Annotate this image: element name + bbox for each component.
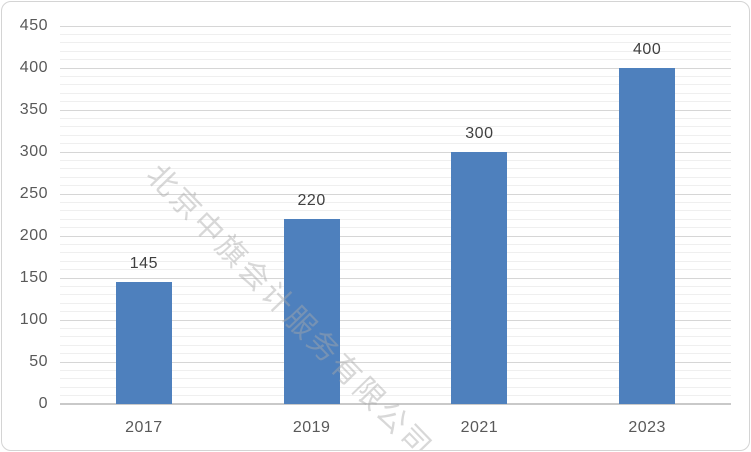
minor-gridline — [60, 134, 731, 136]
minor-gridline — [60, 227, 731, 229]
major-gridline — [60, 67, 731, 69]
y-axis-tick-label: 250 — [19, 185, 48, 202]
x-axis-tick-label: 2021 — [460, 419, 499, 436]
data-label: 220 — [297, 192, 326, 210]
y-axis-tick-label: 0 — [38, 395, 48, 412]
minor-gridline — [60, 117, 731, 119]
minor-gridline — [60, 395, 731, 397]
minor-gridline — [60, 168, 731, 170]
y-axis-tick-label: 150 — [19, 269, 48, 286]
major-gridline — [60, 151, 731, 153]
bar-2023 — [619, 68, 676, 404]
minor-gridline — [60, 285, 731, 287]
minor-gridline — [60, 243, 731, 245]
minor-gridline — [60, 42, 731, 44]
data-label: 300 — [465, 125, 494, 142]
x-axis-tick-label: 2017 — [125, 419, 163, 436]
y-axis-tick-label: 100 — [19, 311, 48, 328]
x-axis-tick-label: 2023 — [628, 419, 666, 436]
minor-gridline — [60, 159, 731, 161]
y-axis-tick-label: 50 — [29, 353, 48, 370]
minor-gridline — [60, 302, 731, 304]
minor-gridline — [60, 327, 731, 329]
minor-gridline — [60, 50, 731, 52]
data-label: 145 — [129, 255, 158, 273]
minor-gridline — [60, 378, 731, 380]
x-axis-line — [60, 403, 731, 405]
minor-gridline — [60, 33, 731, 35]
major-gridline — [60, 25, 731, 27]
minor-gridline — [60, 59, 731, 61]
minor-gridline — [60, 143, 731, 145]
major-gridline — [60, 361, 731, 363]
minor-gridline — [60, 176, 731, 178]
minor-gridline — [60, 84, 731, 86]
x-axis-tick-label: 2019 — [292, 419, 331, 436]
bar-2021 — [451, 152, 508, 404]
minor-gridline — [60, 369, 731, 371]
minor-gridline — [60, 269, 731, 271]
y-axis-tick-label: 300 — [19, 143, 48, 160]
y-axis-tick-label: 200 — [19, 227, 48, 244]
minor-gridline — [60, 311, 731, 313]
major-gridline — [60, 235, 731, 237]
y-axis-tick-label: 350 — [19, 101, 48, 118]
minor-gridline — [60, 126, 731, 128]
data-label: 400 — [633, 41, 662, 58]
major-gridline — [60, 109, 731, 111]
major-gridline — [60, 277, 731, 279]
major-gridline — [60, 193, 731, 195]
minor-gridline — [60, 101, 731, 103]
minor-gridline — [60, 201, 731, 203]
minor-gridline — [60, 252, 731, 254]
minor-gridline — [60, 210, 731, 212]
bar-2017 — [115, 282, 172, 404]
minor-gridline — [60, 294, 731, 296]
minor-gridline — [60, 185, 731, 187]
plot-area: 145 220 300 400 — [60, 25, 731, 405]
minor-gridline — [60, 260, 731, 262]
y-axis-tick-label: 450 — [19, 17, 48, 34]
major-gridline — [60, 319, 731, 321]
y-axis-tick-label: 400 — [19, 59, 48, 76]
minor-gridline — [60, 353, 731, 355]
minor-gridline — [60, 92, 731, 94]
minor-gridline — [60, 344, 731, 346]
minor-gridline — [60, 336, 731, 338]
bar-2019 — [283, 219, 340, 404]
minor-gridline — [60, 218, 731, 220]
minor-gridline — [60, 386, 731, 388]
minor-gridline — [60, 75, 731, 77]
